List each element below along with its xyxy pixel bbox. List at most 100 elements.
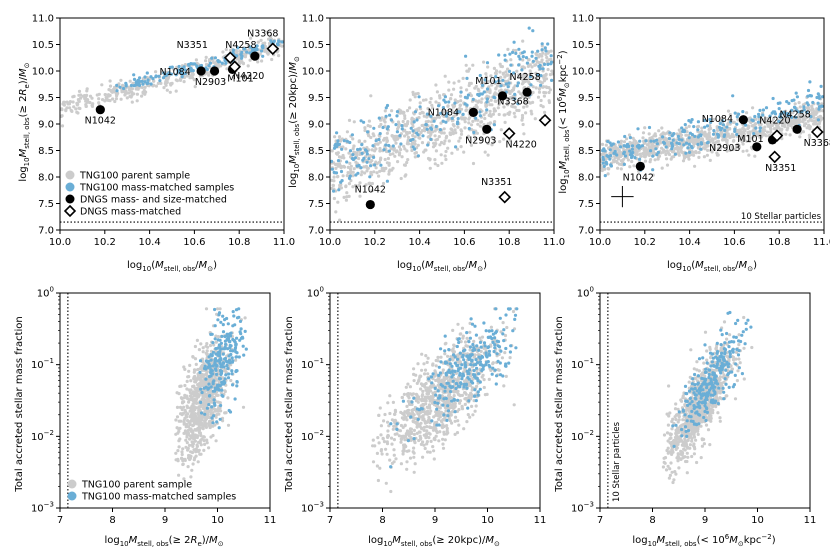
parent-point bbox=[189, 413, 193, 418]
parent-point bbox=[404, 385, 408, 389]
parent-point bbox=[400, 395, 404, 400]
parent-point bbox=[467, 135, 471, 139]
matched-point bbox=[381, 125, 385, 130]
matched-point bbox=[503, 58, 507, 62]
parent-point bbox=[385, 440, 389, 444]
matched-point bbox=[213, 403, 217, 407]
parent-point bbox=[786, 121, 790, 125]
parent-point bbox=[207, 73, 211, 77]
matched-point bbox=[712, 129, 716, 133]
galaxy-label: N4220 bbox=[233, 71, 264, 82]
matched-point bbox=[255, 44, 259, 48]
parent-point bbox=[184, 445, 188, 449]
matched-point bbox=[608, 148, 612, 152]
parent-point bbox=[389, 489, 393, 494]
y-tick-label: 8.0 bbox=[578, 173, 594, 184]
parent-point bbox=[604, 143, 608, 147]
matched-point bbox=[481, 83, 485, 87]
parent-point bbox=[434, 100, 438, 104]
parent-point bbox=[217, 412, 221, 416]
matched-point bbox=[442, 98, 446, 102]
parent-point bbox=[450, 151, 454, 155]
parent-point bbox=[410, 408, 414, 412]
parent-point bbox=[808, 127, 812, 131]
parent-point bbox=[681, 159, 686, 163]
matched-point bbox=[609, 163, 613, 167]
matched-point bbox=[269, 39, 273, 43]
parent-point bbox=[446, 354, 450, 358]
parent-point bbox=[769, 123, 773, 127]
matched-point bbox=[517, 54, 521, 59]
parent-point bbox=[501, 72, 505, 76]
parent-point bbox=[537, 87, 542, 91]
matched-point bbox=[671, 138, 675, 142]
matched-point bbox=[518, 57, 522, 61]
matched-point bbox=[219, 320, 223, 324]
matched-point bbox=[647, 125, 652, 130]
parent-point bbox=[527, 80, 531, 84]
parent-point bbox=[730, 132, 734, 136]
matched-point bbox=[223, 334, 227, 339]
matched-point bbox=[439, 360, 443, 364]
parent-point bbox=[386, 429, 390, 433]
matched-point bbox=[434, 124, 438, 129]
parent-point bbox=[798, 105, 802, 109]
galaxy-label: N3351 bbox=[765, 163, 796, 174]
parent-point bbox=[742, 132, 746, 136]
parent-point bbox=[702, 141, 706, 146]
parent-point bbox=[221, 50, 225, 54]
parent-point bbox=[194, 391, 198, 396]
parent-point bbox=[182, 457, 186, 462]
parent-point bbox=[77, 89, 82, 93]
matched-point bbox=[497, 79, 501, 83]
parent-point bbox=[445, 429, 449, 433]
parent-point bbox=[423, 372, 427, 376]
parent-point bbox=[384, 149, 389, 154]
matched-point bbox=[677, 137, 681, 141]
parent-point bbox=[502, 384, 506, 388]
matched-point bbox=[633, 156, 637, 160]
matched-point bbox=[227, 337, 231, 341]
parent-point bbox=[793, 102, 797, 106]
parent-point bbox=[347, 194, 351, 198]
matched-point bbox=[790, 108, 794, 112]
parent-point bbox=[385, 452, 389, 456]
parent-point bbox=[331, 183, 335, 188]
matched-point bbox=[229, 349, 233, 353]
matched-point bbox=[210, 354, 214, 358]
parent-point bbox=[381, 436, 385, 440]
parent-point bbox=[720, 116, 724, 120]
parent-point bbox=[378, 158, 383, 162]
parent-point bbox=[364, 183, 368, 187]
matched-point bbox=[221, 394, 225, 398]
matched-point bbox=[211, 421, 215, 425]
parent-point bbox=[499, 75, 503, 79]
matched-point bbox=[224, 359, 229, 363]
parent-point bbox=[399, 148, 403, 152]
parent-point bbox=[226, 423, 231, 427]
parent-point bbox=[380, 116, 384, 120]
matched-point bbox=[211, 372, 215, 376]
matched-point bbox=[219, 357, 223, 362]
parent-point bbox=[216, 335, 220, 339]
parent-point bbox=[482, 60, 486, 64]
parent-point bbox=[517, 108, 521, 113]
matched-point bbox=[513, 97, 517, 101]
parent-point bbox=[463, 402, 467, 406]
parent-point bbox=[457, 377, 461, 381]
parent-point bbox=[84, 104, 88, 108]
parent-point bbox=[243, 316, 247, 320]
parent-point bbox=[708, 158, 712, 162]
parent-point bbox=[779, 128, 784, 132]
matched-point bbox=[226, 366, 230, 371]
matched-point bbox=[764, 106, 769, 110]
parent-point bbox=[404, 432, 408, 436]
matched-point bbox=[741, 110, 745, 114]
parent-point bbox=[520, 118, 524, 122]
parent-point bbox=[211, 433, 215, 438]
matched-point bbox=[808, 94, 812, 98]
parent-point bbox=[498, 70, 502, 74]
parent-point bbox=[410, 142, 414, 146]
matched-point bbox=[770, 111, 774, 115]
matched-point bbox=[149, 75, 153, 79]
